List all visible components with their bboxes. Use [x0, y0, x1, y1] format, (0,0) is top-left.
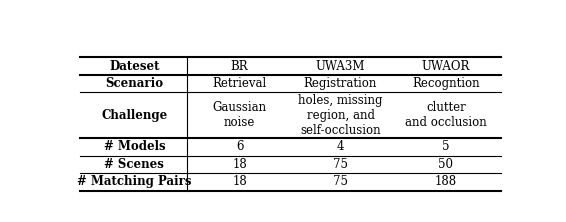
Text: 18: 18	[232, 158, 247, 171]
Text: UWAOR: UWAOR	[422, 60, 470, 73]
Text: # Matching Pairs: # Matching Pairs	[77, 175, 192, 188]
Text: UWA3M: UWA3M	[316, 60, 365, 73]
Text: BR: BR	[231, 60, 248, 73]
Text: # Models: # Models	[104, 140, 165, 153]
Text: Retrieval: Retrieval	[212, 77, 267, 90]
Text: 50: 50	[438, 158, 453, 171]
Text: Registration: Registration	[304, 77, 377, 90]
Text: 6: 6	[236, 140, 243, 153]
Text: 75: 75	[333, 175, 348, 188]
Text: clutter
and occlusion: clutter and occlusion	[405, 101, 487, 129]
Text: 75: 75	[333, 158, 348, 171]
Text: # Scenes: # Scenes	[104, 158, 164, 171]
Text: 188: 188	[435, 175, 457, 188]
Text: Scenario: Scenario	[105, 77, 164, 90]
Text: 18: 18	[232, 175, 247, 188]
Text: Recogntion: Recogntion	[412, 77, 479, 90]
Text: Gaussian
noise: Gaussian noise	[213, 101, 267, 129]
Text: holes, missing
region, and
self-occlusion: holes, missing region, and self-occlusio…	[298, 94, 383, 137]
Text: Challenge: Challenge	[101, 109, 168, 122]
Text: 4: 4	[337, 140, 344, 153]
Text: 5: 5	[442, 140, 449, 153]
Text: Dateset: Dateset	[109, 60, 160, 73]
